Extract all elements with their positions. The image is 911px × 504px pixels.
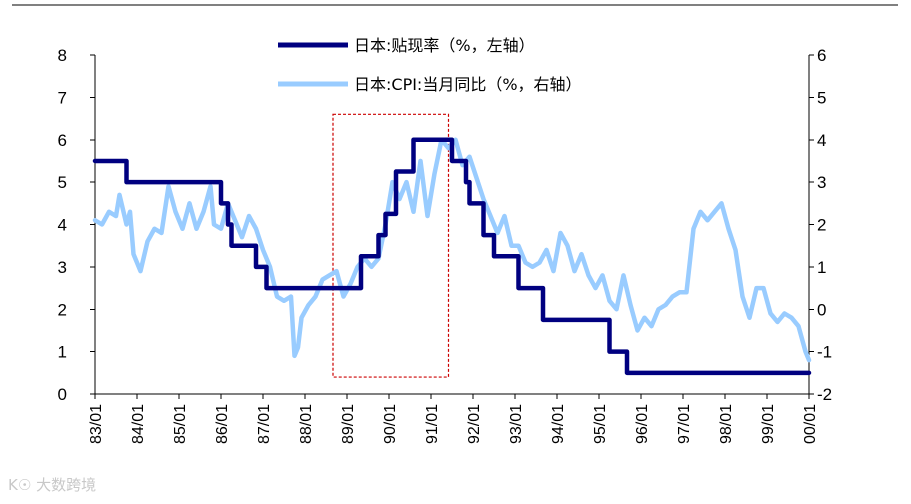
left-axis-tick-label: 6 <box>58 131 67 150</box>
series-layer <box>92 137 812 376</box>
series-line-discount-rate <box>92 137 812 376</box>
x-axis-tick-label: 87/01 <box>256 404 273 444</box>
x-axis-tick-label: 89/01 <box>340 404 357 444</box>
right-axis-tick-label: 6 <box>817 46 826 65</box>
right-axis-tick-label: 0 <box>817 300 826 319</box>
legend-label: 日本:贴现率（%，左轴） <box>354 36 535 55</box>
right-axis-tick-label: 4 <box>817 131 826 150</box>
x-axis-tick-label: 00/01 <box>802 404 819 444</box>
x-axis-tick-label: 99/01 <box>760 404 777 444</box>
x-axis-tick-label: 98/01 <box>718 404 735 444</box>
x-axis-tick-label: 95/01 <box>592 404 609 444</box>
x-axis-tick-label: 91/01 <box>424 404 441 444</box>
x-axis-tick-label: 83/01 <box>88 404 105 444</box>
series-line-cpi <box>92 137 812 363</box>
axes: 0 1 2 3 4 5 6 7 8 -2 -1 0 1 2 3 4 5 6 83/01 84/01 85/01 86/01… <box>58 46 833 444</box>
left-axis-tick-label: 8 <box>58 46 67 65</box>
right-axis-tick-label: 3 <box>817 173 826 192</box>
left-axis-tick-label: 0 <box>58 385 67 404</box>
left-axis-tick-label: 1 <box>58 343 67 362</box>
legend-label: 日本:CPI:当月同比（%，右轴） <box>354 75 582 94</box>
watermark-logo-icon: K☉ <box>8 476 32 494</box>
x-axis-tick-label: 84/01 <box>130 404 147 444</box>
left-axis-tick-label: 4 <box>58 216 67 235</box>
legend: 日本:贴现率（%，左轴） 日本:CPI:当月同比（%，右轴） <box>278 36 582 94</box>
x-axis-tick-label: 97/01 <box>676 404 693 444</box>
left-axis-tick-label: 7 <box>58 88 67 107</box>
left-axis-tick-label: 5 <box>58 173 67 192</box>
x-axis-tick-label: 93/01 <box>508 404 525 444</box>
right-axis-tick-label: 5 <box>817 88 826 107</box>
x-axis-tick-label: 85/01 <box>172 404 189 444</box>
x-axis-tick-label: 88/01 <box>298 404 315 444</box>
x-axis-tick-label: 92/01 <box>466 404 483 444</box>
x-axis-tick-label: 90/01 <box>382 404 399 444</box>
left-axis-tick-label: 3 <box>58 258 67 277</box>
x-axis-tick-label: 94/01 <box>550 404 567 444</box>
highlight-box <box>332 113 450 378</box>
right-axis-tick-label: -2 <box>817 385 832 404</box>
x-axis-tick-label: 96/01 <box>634 404 651 444</box>
right-axis-tick-label: 1 <box>817 258 826 277</box>
right-axis-tick-label: -1 <box>817 343 832 362</box>
watermark: K☉ 大数跨境 <box>8 474 96 495</box>
x-axis-tick-label: 86/01 <box>214 404 231 444</box>
right-axis-tick-label: 2 <box>817 216 826 235</box>
left-axis-tick-label: 2 <box>58 300 67 319</box>
annotation-layer <box>332 113 450 378</box>
watermark-text: 大数跨境 <box>36 476 97 494</box>
